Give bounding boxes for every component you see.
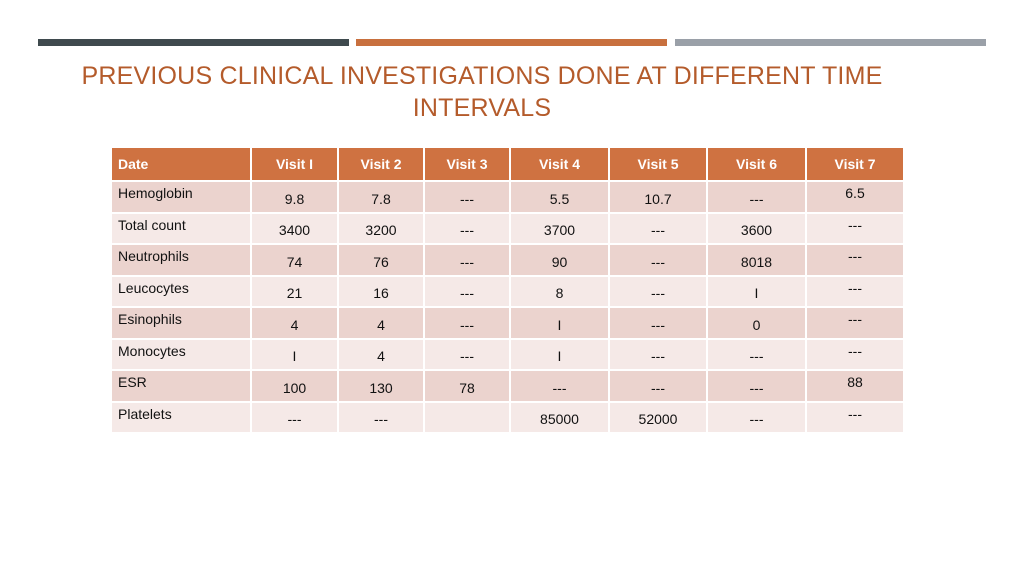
accent-bar-orange [356,39,667,46]
table-cell: --- [609,275,708,308]
table-cell: --- [424,338,511,371]
table-cell: 88 [806,370,905,403]
table-cell: --- [424,181,511,214]
table-cell: --- [609,370,708,403]
table-cell: --- [806,401,905,434]
table-cell: --- [609,212,708,245]
table-cell: 5.5 [510,181,610,214]
table-cell: --- [806,307,905,340]
table-cell: 8018 [707,244,807,277]
table-cell: --- [424,307,511,340]
table-cell: 78 [424,370,511,403]
table-cell [424,401,511,434]
table-cell: 9.8 [251,181,339,214]
table-cell: --- [251,401,339,434]
table-row: Platelets --- --- 85000 52000 --- --- [112,401,905,434]
table-cell: --- [609,307,708,340]
column-header: Visit 4 [510,148,610,182]
table-cell: 52000 [609,401,708,434]
accent-bar-dark [38,39,349,46]
table-cell: --- [806,338,905,371]
table-cell: 7.8 [338,181,425,214]
table-cell: --- [806,275,905,308]
table-cell: I [510,338,610,371]
table-cell: 10.7 [609,181,708,214]
table-row: ESR 100 130 78 --- --- --- 88 [112,370,905,403]
slide-title: PREVIOUS CLINICAL INVESTIGATIONS DONE AT… [81,62,883,122]
table-row: Monocytes I 4 --- I --- --- --- [112,338,905,371]
row-label: Platelets [112,401,252,434]
row-label: Total count [112,212,252,245]
column-header: Visit 7 [806,148,905,182]
row-label: Monocytes [112,338,252,371]
column-header: Visit 3 [424,148,511,182]
table-cell: I [707,275,807,308]
table-cell: 130 [338,370,425,403]
table-row: Neutrophils 74 76 --- 90 --- 8018 --- [112,244,905,277]
table-cell: 21 [251,275,339,308]
table-cell: 3600 [707,212,807,245]
table-cell: --- [707,338,807,371]
table-row: Hemoglobin 9.8 7.8 --- 5.5 10.7 --- 6.5 [112,181,905,214]
table-cell: --- [707,401,807,434]
accent-bar-gray [675,39,986,46]
table-cell: 85000 [510,401,610,434]
table-cell: 3400 [251,212,339,245]
row-label: Hemoglobin [112,181,252,214]
row-label: Leucocytes [112,275,252,308]
table-cell: --- [707,370,807,403]
column-header: Date [112,148,252,182]
table-cell: --- [338,401,425,434]
table-cell: 76 [338,244,425,277]
table-cell: 8 [510,275,610,308]
column-header: Visit 6 [707,148,807,182]
table-cell: 4 [251,307,339,340]
column-header: Visit I [251,148,339,182]
table-cell: --- [424,244,511,277]
table-cell: I [251,338,339,371]
row-label: Esinophils [112,307,252,340]
table-cell: 0 [707,307,807,340]
table-cell: 3200 [338,212,425,245]
table-cell: --- [609,338,708,371]
table-cell: 4 [338,338,425,371]
table-cell: 4 [338,307,425,340]
column-header: Visit 2 [338,148,425,182]
table-cell: 6.5 [806,181,905,214]
table-row: Total count 3400 3200 --- 3700 --- 3600 --- [112,212,905,245]
table-cell: 3700 [510,212,610,245]
table-cell: 74 [251,244,339,277]
row-label: Neutrophils [112,244,252,277]
table-cell: 100 [251,370,339,403]
table-row: Leucocytes 21 16 --- 8 --- I --- [112,275,905,308]
table-cell: I [510,307,610,340]
table-cell: 90 [510,244,610,277]
table-row: Esinophils 4 4 --- I --- 0 --- [112,307,905,340]
table-cell: --- [806,212,905,245]
table-cell: --- [609,244,708,277]
table-cell: 16 [338,275,425,308]
table-cell: --- [707,181,807,214]
row-label: ESR [112,370,252,403]
table-cell: --- [806,244,905,277]
column-header: Visit 5 [609,148,708,182]
table-cell: --- [424,275,511,308]
table-cell: --- [424,212,511,245]
table-cell: --- [510,370,610,403]
